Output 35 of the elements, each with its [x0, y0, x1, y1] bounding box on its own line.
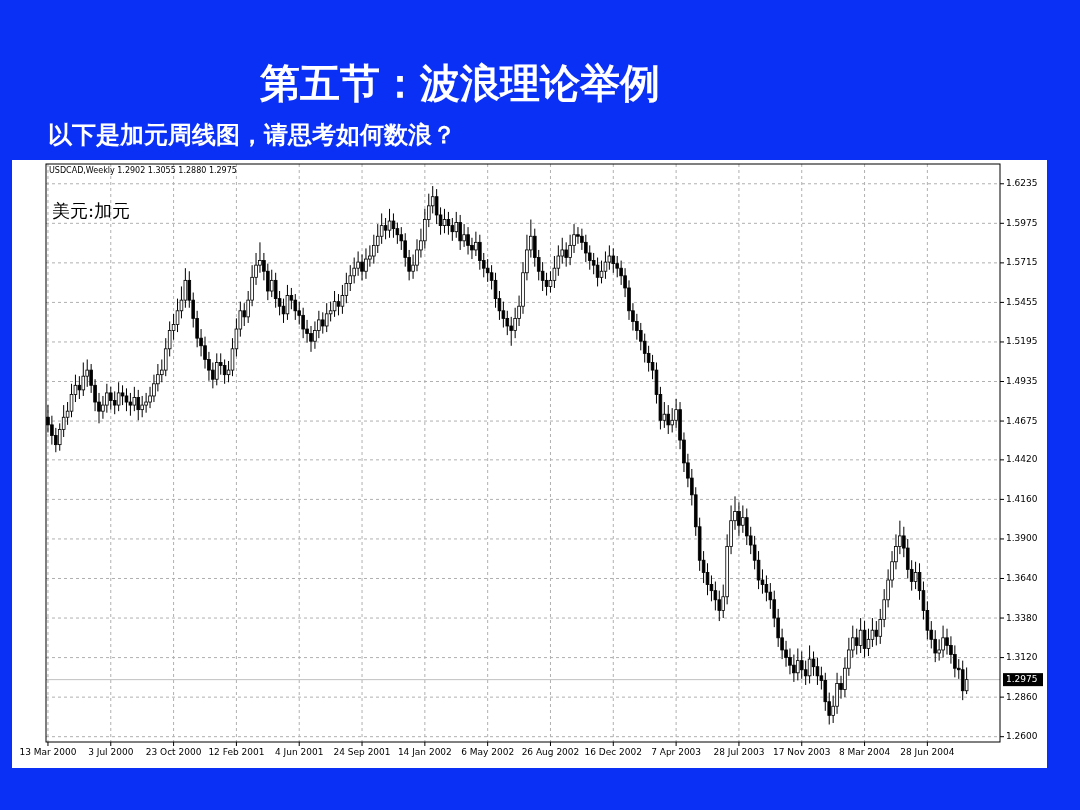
ytick: 1.6235	[1006, 178, 1038, 189]
ytick: 1.3640	[1006, 573, 1038, 583]
ref-label: 1.2975	[1006, 674, 1038, 685]
annotation: USDCAD,Weekly 1.2902 1.3055 1.2880 1.2975	[49, 166, 237, 175]
subtitle: 以下是加元周线图，请思考如何数浪？	[48, 120, 456, 149]
xtick: 4 Jun 2001	[275, 747, 324, 757]
annotation: 美元:加元	[52, 200, 131, 221]
ytick: 1.4675	[1006, 415, 1038, 426]
xtick: 7 Apr 2003	[651, 747, 702, 757]
ytick: 1.5975	[1006, 217, 1038, 228]
ytick: 1.4160	[1006, 493, 1038, 504]
xtick: 28 Jun 2004	[900, 747, 955, 757]
xtick: 24 Sep 2001	[333, 747, 391, 757]
xtick: 3 Jul 2000	[88, 747, 134, 757]
xtick: 14 Jan 2002	[397, 747, 452, 757]
ytick: 1.2600	[1006, 731, 1038, 742]
xtick: 6 May 2002	[461, 747, 515, 757]
xtick: 23 Oct 2000	[145, 747, 202, 757]
ytick: 1.3900	[1006, 533, 1038, 544]
ytick: 1.5455	[1006, 296, 1038, 307]
ytick: 1.4935	[1006, 376, 1038, 386]
xtick: 8 Mar 2004	[838, 747, 891, 757]
xtick: 28 Jul 2003	[713, 747, 765, 757]
xtick: 12 Feb 2001	[208, 747, 265, 757]
xtick: 13 Mar 2000	[19, 747, 77, 757]
ytick: 1.2860	[1006, 691, 1038, 702]
xtick: 26 Aug 2002	[521, 747, 580, 757]
ytick: 1.3380	[1006, 612, 1038, 623]
ytick: 1.4420	[1006, 454, 1038, 465]
ytick: 1.3120	[1006, 652, 1038, 663]
xtick: 17 Nov 2003	[772, 747, 831, 757]
xtick: 16 Dec 2002	[584, 747, 643, 757]
ytick: 1.5715	[1006, 257, 1038, 268]
ytick: 1.5195	[1006, 336, 1038, 347]
title: 第五节：波浪理论举例	[260, 59, 660, 106]
